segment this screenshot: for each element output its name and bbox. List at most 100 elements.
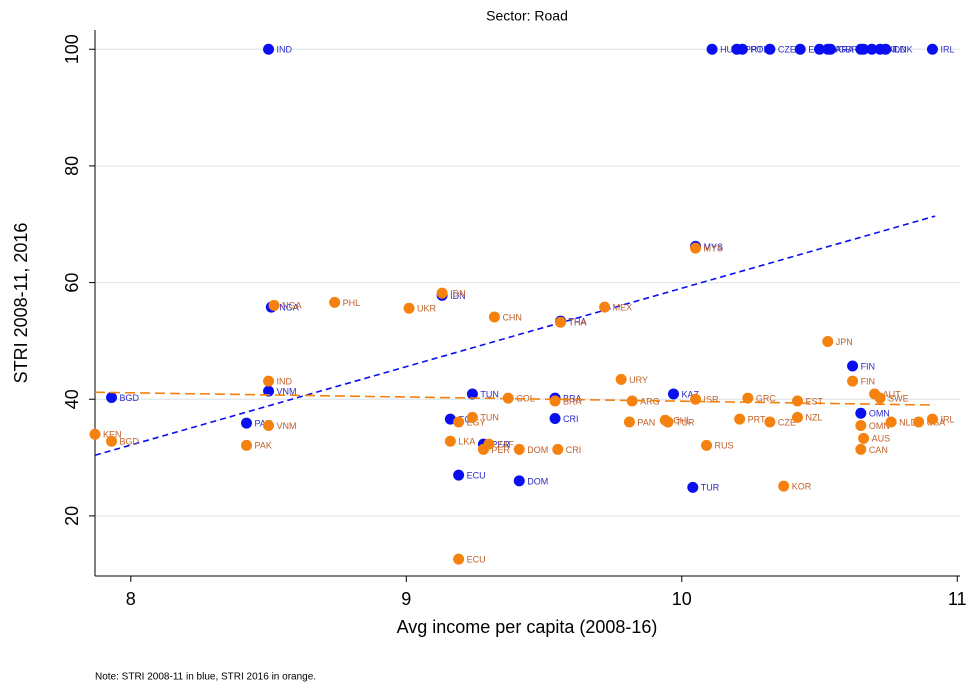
point-label: PER (491, 440, 510, 450)
point-label: AUS (872, 434, 891, 444)
point-label: DOM (527, 445, 548, 455)
point-label: UKR (417, 304, 437, 314)
point (855, 443, 867, 455)
y-tick-label: 20 (62, 506, 82, 526)
point-label: BRA (563, 396, 582, 406)
point (690, 393, 702, 405)
point (855, 407, 867, 419)
point (858, 43, 870, 55)
x-tick-label: 9 (401, 589, 411, 609)
point (847, 375, 859, 387)
point-label: IDN (450, 291, 466, 301)
point (599, 301, 611, 313)
point (436, 287, 448, 299)
point (926, 413, 938, 425)
x-tick-label: 10 (672, 589, 692, 609)
point-label: THA (569, 316, 587, 326)
y-tick-label: 60 (62, 273, 82, 293)
point-label: KOR (792, 482, 812, 492)
point-label: PAK (255, 419, 272, 429)
point-label: ISR (704, 395, 720, 405)
point-label: MYS (704, 244, 724, 254)
point (513, 443, 525, 455)
point-label: EST (805, 396, 823, 406)
point (483, 438, 495, 450)
point (513, 475, 525, 487)
point (764, 43, 776, 55)
point (662, 416, 674, 428)
point-label: IRL (940, 414, 954, 424)
point (488, 311, 500, 323)
point (764, 416, 776, 428)
point-label: KEN (103, 430, 122, 440)
point (453, 553, 465, 565)
point (847, 360, 859, 372)
point (106, 392, 118, 403)
point-label: OMN (869, 409, 890, 419)
point (794, 43, 806, 55)
point (263, 375, 275, 387)
point (615, 373, 627, 385)
fit-line (94, 215, 936, 457)
point (822, 336, 834, 347)
point-label: BGD (120, 437, 140, 447)
x-tick-label: 11 (948, 589, 967, 609)
point (106, 435, 118, 447)
point-label: GRC (756, 393, 777, 403)
y-tick-label: 80 (62, 156, 82, 176)
point (874, 392, 886, 404)
point-label: NZL (805, 413, 822, 423)
point (552, 443, 564, 455)
point (623, 416, 635, 428)
point-label: PAN (637, 417, 655, 427)
point-label: COL (516, 393, 535, 403)
point-label: JPN (836, 337, 853, 347)
point-label: CHN (502, 312, 522, 322)
point-label: CRI (566, 445, 582, 455)
point (742, 392, 754, 404)
point (466, 411, 478, 423)
point-label: CZE (778, 417, 796, 427)
note: Note: STRI 2008-11 in blue, STRI 2016 in… (95, 672, 316, 683)
point (814, 43, 826, 55)
point-label: THA (569, 318, 587, 328)
point (736, 43, 748, 55)
point (866, 43, 878, 55)
point-label: NLD (888, 45, 907, 55)
fit-line (94, 391, 936, 406)
point (778, 480, 790, 492)
point (453, 416, 465, 428)
point (791, 395, 803, 407)
point-label: TUN (480, 389, 499, 399)
point-label: POL (750, 45, 768, 55)
point (466, 388, 478, 400)
point-label: FIN (861, 377, 876, 387)
point (268, 299, 280, 311)
point-label: PER (491, 445, 510, 455)
point (444, 435, 456, 447)
point-label: EGY (467, 417, 486, 427)
point-label: MYS (704, 242, 724, 252)
point-label: BGD (120, 393, 140, 403)
point-label: AUT (883, 389, 902, 399)
point (329, 296, 341, 308)
point-label: LKA (458, 437, 475, 447)
point (880, 43, 892, 55)
point (241, 417, 253, 429)
x-axis-label: Avg income per capita (2008-16) (397, 617, 658, 637)
point-label: DNK (894, 45, 913, 55)
point-label: KAZ (682, 389, 700, 399)
point-label: IDN (450, 288, 466, 298)
point (913, 416, 925, 428)
point-label: FIN (861, 361, 876, 371)
point-label: IND (277, 377, 293, 387)
point (926, 43, 938, 55)
point (241, 439, 253, 451)
point-label: CRI (563, 414, 579, 424)
point-label: VNM (277, 421, 297, 431)
chart-title: Sector: Road (486, 8, 568, 24)
point-label: IRL (940, 45, 954, 55)
point (825, 43, 837, 55)
point (453, 469, 465, 481)
